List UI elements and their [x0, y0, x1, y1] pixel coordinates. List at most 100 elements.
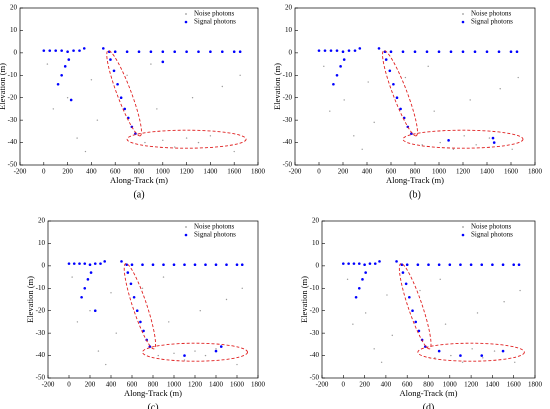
signal-point [437, 50, 441, 54]
x-tick-label: 0 [42, 168, 46, 176]
signal-point [459, 263, 462, 267]
x-tick-label: 800 [134, 168, 145, 176]
noise-point [144, 141, 146, 144]
signal-point [332, 82, 335, 86]
noise-point [162, 276, 165, 278]
noise-point [209, 135, 212, 137]
signal-point [82, 47, 86, 50]
signal-point [67, 262, 71, 265]
signal-point [66, 50, 69, 54]
signal-point [347, 262, 350, 265]
signal-point [60, 49, 63, 52]
y-tick-label: -20 [36, 306, 46, 314]
signal-point [112, 69, 116, 73]
signal-point [509, 50, 513, 54]
signal-point [448, 263, 452, 267]
x-tick-label: 200 [62, 168, 73, 176]
x-tick-label: 1600 [227, 168, 242, 176]
x-tick-label: 1400 [485, 381, 500, 389]
annotation-ellipse [398, 263, 432, 350]
legend-marker [462, 13, 464, 15]
signal-point [129, 282, 133, 286]
signal-point [161, 50, 165, 54]
y-tick-label: -40 [310, 351, 320, 359]
y-tick-label: -40 [283, 138, 293, 146]
signal-point [48, 49, 52, 52]
y-tick-label: -20 [310, 306, 320, 314]
y-tick-label: -40 [36, 351, 46, 359]
signal-point [132, 295, 136, 299]
signal-point [183, 263, 186, 267]
noise-point [404, 76, 407, 79]
y-tick-label: -10 [310, 284, 320, 292]
signal-point [363, 263, 366, 267]
signal-point [67, 58, 71, 61]
signal-point [492, 141, 496, 144]
signal-point [400, 263, 404, 267]
signal-point [120, 260, 123, 263]
noise-point [503, 301, 505, 303]
signal-point [358, 47, 362, 50]
x-tick-label: 800 [410, 168, 421, 176]
y-axis-label: Elevation (m) [25, 276, 35, 323]
noise-point [434, 357, 436, 359]
legend-label: Noise photons [471, 223, 512, 231]
noise-point [236, 363, 238, 366]
y-tick-label: -10 [8, 71, 18, 79]
signal-point [139, 320, 142, 324]
signal-point [512, 263, 515, 267]
signal-point [56, 82, 60, 86]
noise-point [84, 150, 87, 153]
noise-point [373, 348, 375, 350]
y-tick-label: -30 [36, 329, 46, 337]
signal-point [219, 345, 223, 348]
noise-point [97, 350, 100, 352]
noise-point [499, 88, 501, 90]
legend-label: Noise photons [194, 223, 235, 231]
annotation-ellipse [417, 342, 525, 362]
noise-point [71, 276, 73, 278]
signal-point [329, 49, 333, 52]
y-tick-label: -50 [8, 161, 18, 169]
signal-point [78, 262, 81, 265]
legend-label: Noise photons [471, 10, 512, 18]
y-tick-label: 20 [312, 217, 320, 225]
x-tick-label: 1200 [456, 168, 471, 176]
y-tick-label: 0 [316, 261, 320, 269]
signal-point [173, 50, 176, 54]
signal-point [72, 49, 75, 52]
noise-point [391, 334, 393, 337]
legend-label: Signal photons [194, 18, 236, 26]
noise-point [76, 321, 79, 323]
signal-point [361, 278, 364, 281]
signal-point [119, 96, 123, 100]
noise-point [76, 137, 78, 139]
noise-point [373, 121, 375, 124]
noise-point [488, 137, 491, 139]
x-axis-label: Along-Track (m) [110, 175, 168, 185]
signal-point [437, 263, 441, 267]
noise-point [433, 110, 435, 112]
signal-point [357, 286, 361, 290]
noise-point [173, 352, 175, 355]
signal-point [469, 263, 473, 267]
signal-point [377, 47, 381, 50]
signal-point [437, 349, 441, 353]
x-tick-label: 1400 [203, 168, 218, 176]
noise-point [419, 289, 421, 292]
x-tick-label: 600 [127, 381, 138, 389]
signal-point [125, 50, 129, 54]
signal-point [353, 49, 357, 52]
noise-point [233, 150, 235, 153]
signal-point [405, 263, 409, 267]
signal-point [99, 262, 102, 265]
signal-point [408, 295, 411, 299]
noise-point [52, 108, 55, 110]
noise-point [110, 292, 112, 294]
legend-marker [461, 233, 465, 237]
signal-point [480, 263, 484, 267]
signal-point [78, 49, 81, 52]
signal-point [113, 50, 117, 54]
signal-point [60, 73, 63, 77]
annotation-ellipse [126, 129, 247, 149]
